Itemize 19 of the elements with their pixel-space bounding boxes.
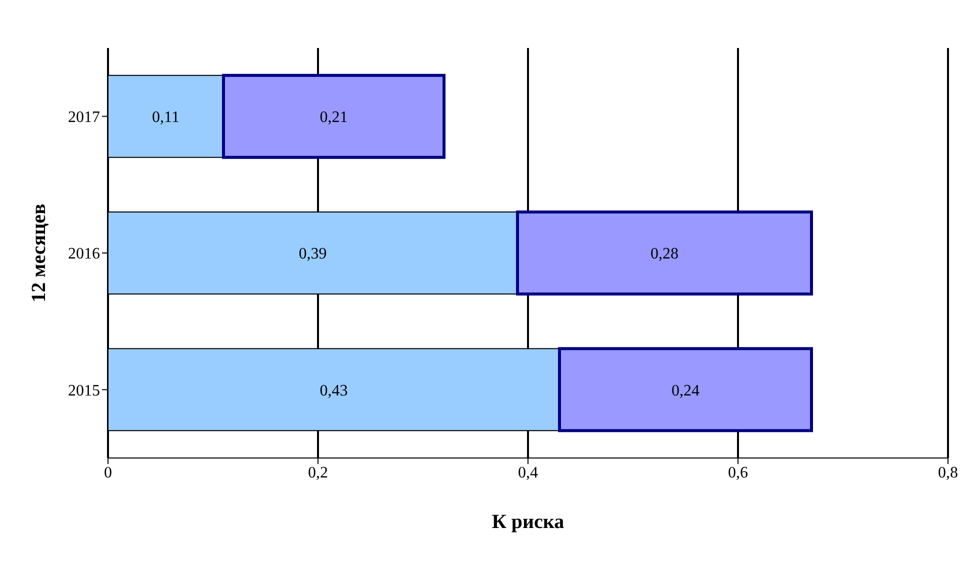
x-tick-label: 0,6 <box>728 464 748 482</box>
y-tick-label: 2017 <box>68 109 100 126</box>
x-axis-title: К риска <box>492 511 564 533</box>
data-label: 0,28 <box>650 246 678 263</box>
data-label: 0,21 <box>320 109 348 126</box>
data-label: 0,24 <box>672 382 700 400</box>
x-tick-label: 0,2 <box>308 464 328 482</box>
bar <box>558 347 813 432</box>
data-label: 0,39 <box>298 246 327 263</box>
y-tick-label: 2016 <box>68 246 100 263</box>
x-tick-label: 0 <box>104 464 112 482</box>
x-tick-label: 0,8 <box>938 464 958 482</box>
data-label: 0,11 <box>152 109 180 126</box>
y-axis-title: 12 месяцев <box>28 203 50 302</box>
y-tick-label: 2015 <box>68 382 100 400</box>
x-tick-label: 0,4 <box>518 464 538 482</box>
bar <box>516 210 813 296</box>
data-label: 0,43 <box>320 382 348 400</box>
bar <box>222 74 446 159</box>
